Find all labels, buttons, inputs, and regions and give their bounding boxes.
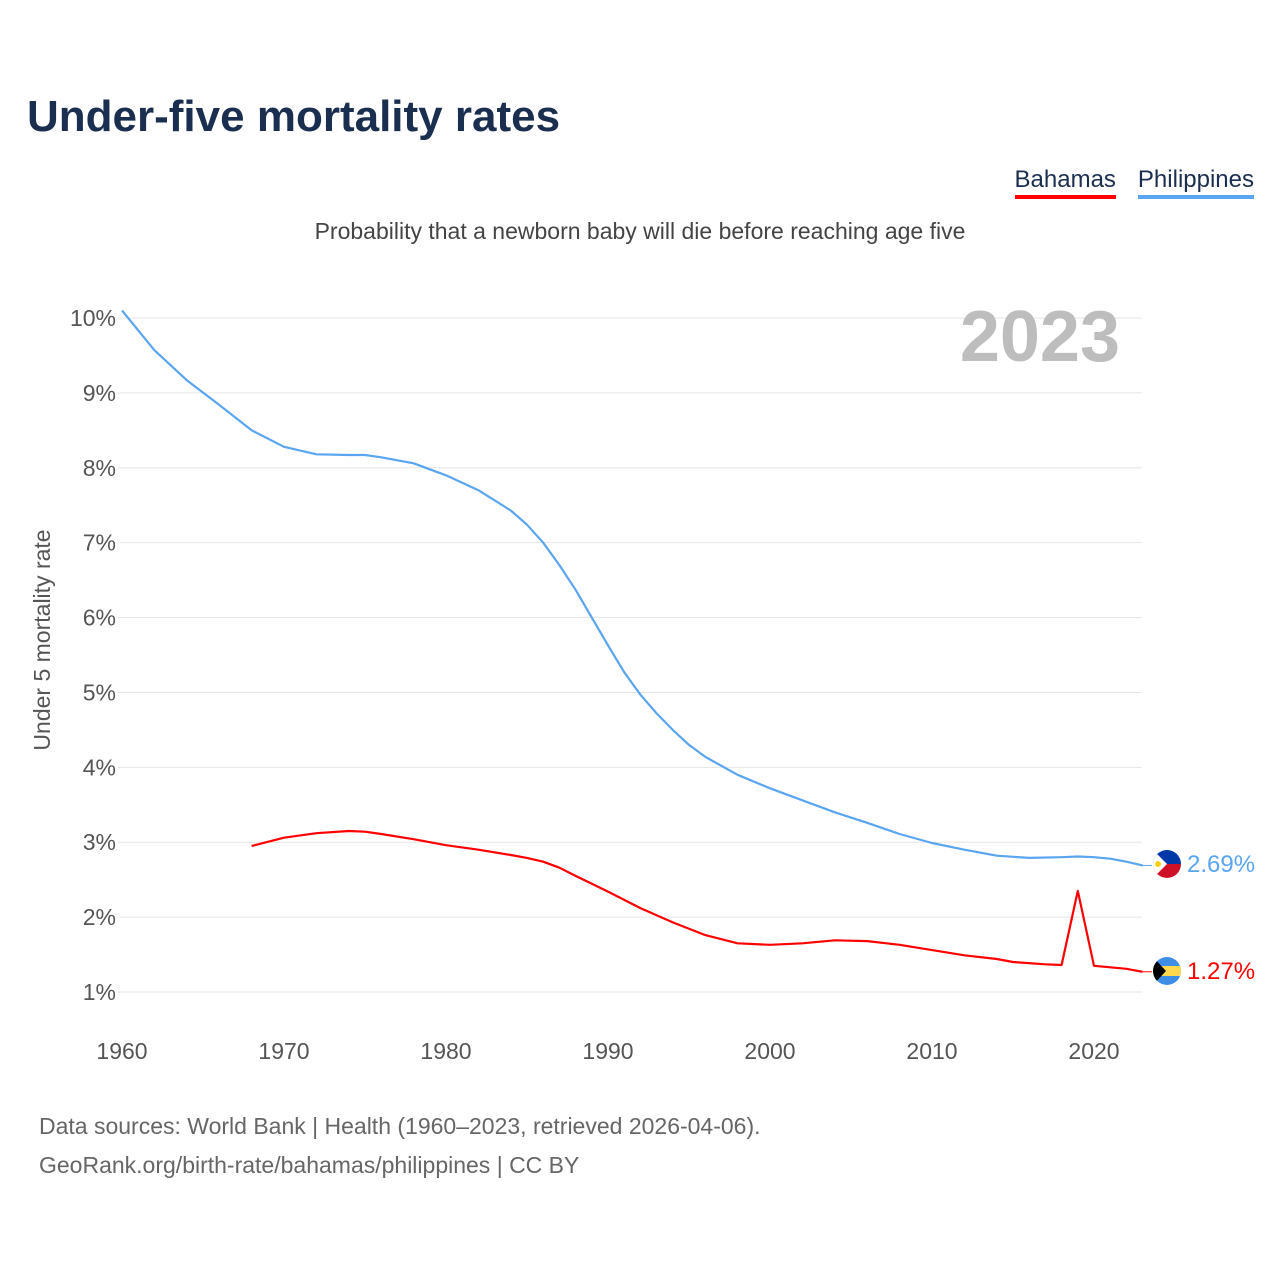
- x-tick-label: 1990: [582, 1038, 633, 1064]
- y-tick-label: 1%: [83, 979, 116, 1005]
- legend-item-bahamas[interactable]: Bahamas: [1014, 166, 1116, 199]
- x-tick-label: 1980: [420, 1038, 471, 1064]
- y-tick-label: 3%: [83, 829, 116, 855]
- y-tick-label: 10%: [70, 305, 116, 331]
- y-tick-label: 5%: [83, 679, 116, 705]
- source-footer: Data sources: World Bank | Health (1960–…: [39, 1107, 761, 1185]
- source-line-2[interactable]: GeoRank.org/birth-rate/bahamas/philippin…: [39, 1152, 580, 1178]
- chart-title: Under-five mortality rates: [27, 92, 561, 141]
- x-tick-label: 1970: [258, 1038, 309, 1064]
- bahamas-end-label: 1.27%: [1187, 958, 1255, 985]
- bahamas-flag-icon: [1153, 957, 1181, 985]
- y-tick-label: 9%: [83, 380, 116, 406]
- legend-item-philippines[interactable]: Philippines: [1137, 166, 1254, 199]
- x-tick-label: 2000: [744, 1038, 795, 1064]
- philippines-flag-icon: [1153, 850, 1181, 878]
- y-tick-label: 4%: [83, 754, 116, 780]
- chart-subtitle: Probability that a newborn baby will die…: [314, 218, 966, 244]
- y-tick-label: 7%: [83, 530, 116, 556]
- x-tick-label: 1960: [96, 1038, 147, 1064]
- series-line-philippines: [121, 309, 1143, 867]
- series-line-bahamas: [251, 829, 1143, 973]
- philippines-end-label: 2.69%: [1187, 851, 1255, 878]
- y-tick-label: 8%: [83, 455, 116, 481]
- y-axis-label: Under 5 mortality rate: [29, 529, 55, 750]
- x-tick-label: 2010: [906, 1038, 957, 1064]
- y-tick-label: 6%: [83, 605, 116, 631]
- year-watermark: 2023: [960, 297, 1120, 377]
- y-tick-label: 2%: [83, 904, 116, 930]
- legend: Bahamas Philippines: [1014, 166, 1254, 199]
- x-tick-label: 2020: [1068, 1038, 1119, 1064]
- source-line-1: Data sources: World Bank | Health (1960–…: [39, 1113, 761, 1139]
